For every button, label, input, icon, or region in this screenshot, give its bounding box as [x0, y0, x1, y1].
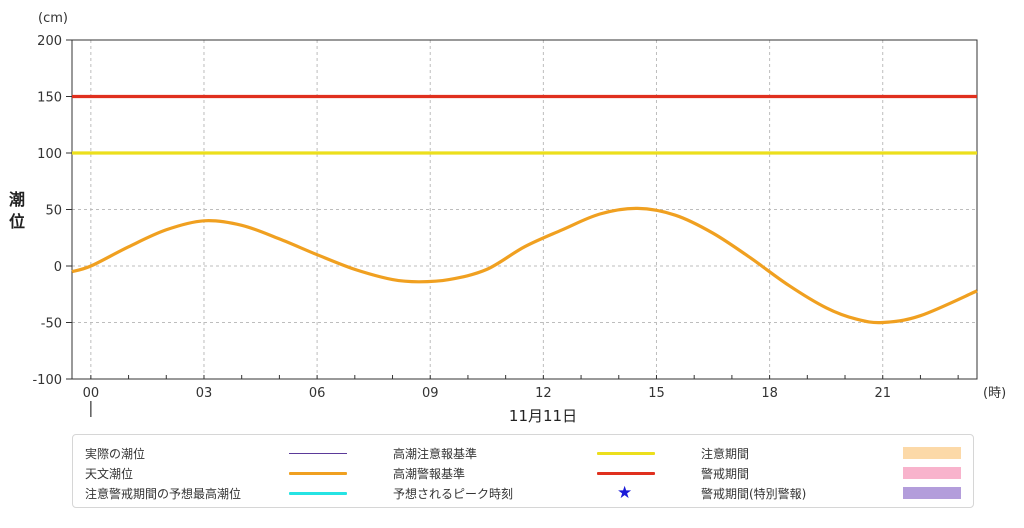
legend-box-swatch	[903, 487, 961, 499]
y-unit-label: (cm)	[38, 11, 68, 26]
legend-label: 警戒期間	[701, 467, 750, 481]
legend-box-swatch	[903, 447, 961, 459]
star-icon: ★	[617, 483, 633, 503]
x-tick-label: 12	[535, 386, 552, 401]
y-tick-label: 0	[54, 260, 62, 275]
legend-item: 高潮注意報基準	[393, 443, 683, 463]
x-tick-label: 03	[196, 386, 213, 401]
axis-layer: -100 -50 0 50 100 150 200 00 03 06 09 12 15 18 21	[32, 34, 959, 417]
legend-label: 注意期間	[701, 447, 750, 461]
x-tick-label: 15	[648, 386, 665, 401]
legend-label: 注意警戒期間の予想最高潮位	[85, 487, 242, 501]
legend-label: 高潮注意報基準	[393, 447, 478, 461]
x-tick-label: 18	[761, 386, 778, 401]
legend-label: 実際の潮位	[85, 447, 146, 461]
legend-label: 高潮警報基準	[393, 467, 466, 481]
legend-item: 警戒期間(特別警報)	[701, 483, 991, 503]
legend-box-swatch	[903, 467, 961, 479]
x-unit-label: (時)	[983, 386, 1006, 401]
series-layer	[71, 94, 978, 325]
y-axis-title: 潮位	[9, 190, 25, 231]
x-tick-label: 00	[83, 386, 100, 401]
y-tick-label: 150	[37, 91, 62, 106]
legend-item: 注意警戒期間の予想最高潮位	[85, 483, 375, 503]
tide-line	[71, 206, 978, 325]
legend-item: 予想されるピーク時刻 ★	[393, 483, 683, 503]
grid-lines	[72, 40, 977, 379]
legend-line-swatch	[597, 452, 655, 455]
legend-item: 警戒期間	[701, 463, 991, 483]
legend-label: 警戒期間(特別警報)	[701, 487, 807, 501]
legend-item: 高潮警報基準	[393, 463, 683, 483]
y-tick-label: 100	[37, 147, 62, 162]
legend-line-swatch	[289, 472, 347, 475]
legend-item: 注意期間	[701, 443, 991, 463]
legend-line-swatch	[289, 453, 347, 454]
legend-label: 予想されるピーク時刻	[393, 487, 514, 501]
tide-chart: -100 -50 0 50 100 150 200 00 03 06 09 12 15 18 21 (cm)…	[9, 11, 1006, 425]
date-label: 11月11日	[509, 407, 577, 425]
x-tick-label: 06	[309, 386, 326, 401]
y-tick-label: 50	[45, 204, 62, 219]
legend-label: 天文潮位	[85, 467, 134, 481]
legend-line-swatch	[289, 492, 347, 495]
y-tick-label: -100	[32, 373, 62, 388]
legend: 実際の潮位 高潮注意報基準 注意期間天文潮位 高潮警報基準 警戒期間注意警戒期間の予想最…	[72, 434, 974, 508]
legend-line-swatch	[597, 472, 655, 475]
legend-item: 天文潮位	[85, 463, 375, 483]
y-tick-label: -50	[41, 317, 62, 332]
y-tick-label: 200	[37, 34, 62, 49]
x-tick-label: 21	[874, 386, 891, 401]
legend-item: 実際の潮位	[85, 443, 375, 463]
x-tick-label: 09	[422, 386, 439, 401]
